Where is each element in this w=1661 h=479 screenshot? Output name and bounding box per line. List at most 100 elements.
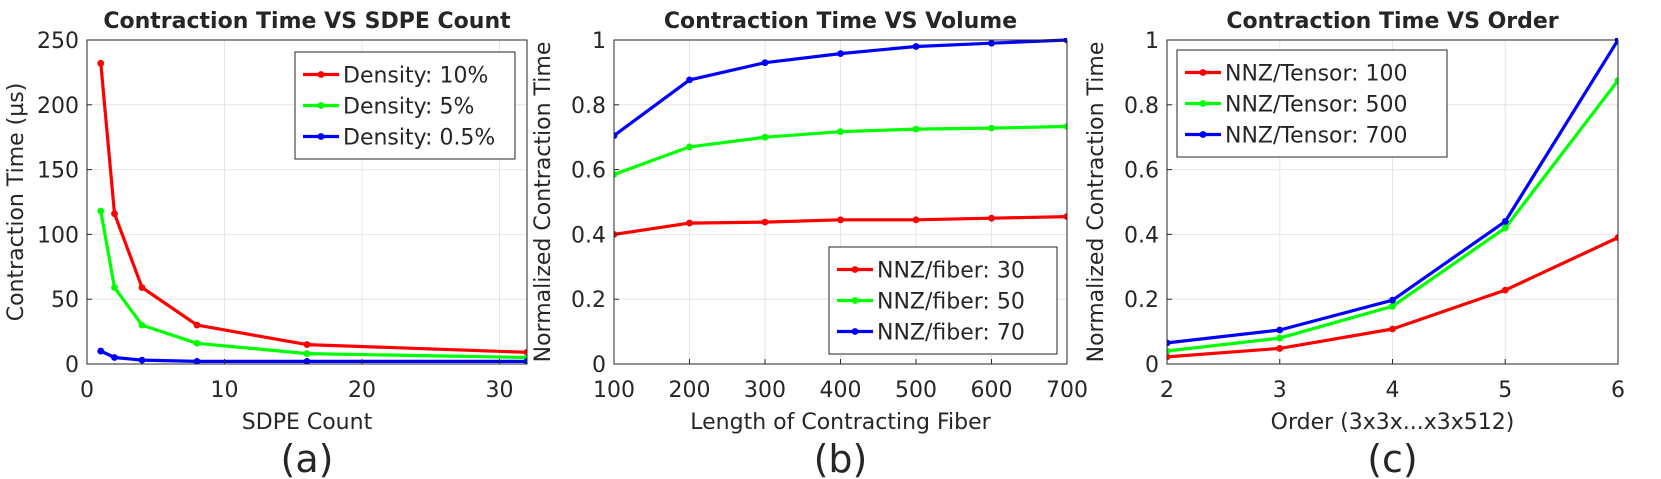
chart-1-title: Contraction Time VS Volume [664, 9, 1017, 34]
chart-2-x-tick-label: 3 [1273, 378, 1287, 403]
chart-0-y-tick-label: 50 [51, 288, 79, 313]
chart-2-x-tick-label: 4 [1386, 378, 1400, 403]
chart-1-legend-marker [851, 297, 859, 304]
chart-0-data-point [193, 321, 201, 329]
chart-0-data-point [193, 358, 201, 364]
chart-1-data-point [988, 39, 995, 47]
chart-0-data-point [111, 354, 118, 361]
chart-0-y-axis-label: Contraction Time (µs) [4, 83, 29, 322]
chart-2-data-point [1614, 77, 1618, 84]
chart-1-x-tick-label: 200 [669, 378, 711, 403]
chart-0-x-tick-label: 10 [211, 378, 239, 403]
chart-0-legend-marker [317, 133, 325, 140]
chart-2-data-point [1276, 345, 1284, 352]
chart-2-data-point [1501, 224, 1509, 232]
chart-0-data-point [111, 284, 118, 291]
chart-2-x-axis-label: Order (3x3x...x3x512) [1271, 410, 1515, 435]
chart-0-data-point [138, 356, 146, 364]
chart-0-x-tick-label: 20 [348, 378, 376, 403]
chart-0-data-point [97, 59, 105, 67]
chart-0-data-point [523, 358, 527, 364]
chart-2-y-tick-label: 0.4 [1124, 223, 1159, 248]
chart-0-data-point [138, 284, 146, 291]
chart-2-data-point [1167, 347, 1171, 355]
chart-1: 100 200 300 400 500 600 700 0 0.2 0.4 0.6 0.8 1 Contr… [531, 9, 1088, 479]
chart-0-legend-label: Density: 5% [343, 95, 474, 120]
chart-0-series-line-0 [99, 63, 527, 354]
chart-0-y-tick-label: 200 [37, 94, 79, 119]
chart-1-legend-label: NNZ/fiber: 70 [877, 321, 1025, 346]
chart-2-legend-marker [1199, 131, 1207, 138]
chart-0-data-point [303, 358, 311, 364]
chart-0-x-axis-label: SDPE Count [242, 410, 373, 435]
chart-1-x-tick-label: 300 [744, 378, 786, 403]
chart-2-y-tick-label: 0.8 [1124, 94, 1159, 119]
chart-2-data-point [1276, 326, 1284, 334]
chart-1-y-tick-label: 0 [592, 353, 606, 378]
chart-1-data-point [837, 128, 844, 136]
chart-0-data-point [97, 347, 105, 355]
chart-0-x-tick-label: 0 [80, 378, 94, 403]
chart-2-y-tick-label: 0.6 [1124, 159, 1159, 184]
chart-1-y-axis-label: Normalized Contraction Time [531, 42, 556, 363]
chart-2-data-point [1614, 38, 1618, 44]
chart-2-y-tick-label: 0 [1145, 353, 1159, 378]
chart-0-data-point [111, 210, 118, 218]
chart-1-data-point [912, 216, 920, 224]
chart-1-x-axis-label: Length of Contracting Fiber [690, 410, 991, 435]
chart-0-title-group: Contraction Time VS SDPE Count [103, 9, 511, 34]
chart-0-y-tick-label: 0 [65, 353, 79, 378]
chart-1-legend-label: NNZ/fiber: 30 [877, 259, 1025, 284]
chart-2-title: Contraction Time VS Order [1226, 9, 1558, 34]
chart-0-series-line-1 [99, 210, 527, 360]
chart-2-data-point [1389, 296, 1396, 304]
chart-0-data-point [303, 350, 311, 358]
chart-1-y-tick-label: 0.4 [571, 223, 606, 248]
chart-1-y-tick-label: 0.6 [571, 159, 606, 184]
chart-1-data-point [761, 59, 769, 67]
chart-0-series-group [97, 59, 527, 364]
chart-2-x-tick-label: 6 [1611, 378, 1625, 403]
chart-0-data-point [97, 207, 105, 215]
chart-2-y-tick-label: 0.2 [1124, 288, 1159, 313]
chart-0-legend-label: Density: 10% [343, 64, 488, 89]
chart-0-legend-marker [317, 102, 325, 109]
chart-2-legend-label: NNZ/Tensor: 500 [1225, 93, 1408, 118]
chart-2-data-point [1501, 286, 1509, 294]
chart-1-data-point [912, 125, 920, 133]
chart-1-data-point [837, 216, 844, 224]
chart-2-data-point [1614, 234, 1618, 242]
chart-1-x-tick-label: 100 [593, 378, 635, 403]
chart-0-title: Contraction Time VS SDPE Count [103, 9, 511, 34]
chart-2-x-tick-label: 2 [1160, 378, 1174, 403]
chart-1-data-point [614, 132, 618, 139]
chart-0: 0 10 20 30 0 50 100 150 200 250 Contraction Time V… [4, 9, 528, 479]
chart-1-legend-label: NNZ/fiber: 50 [877, 290, 1025, 315]
chart-2-data-point [1167, 353, 1171, 361]
chart-1-legend-marker [851, 266, 859, 273]
chart-2-y-tick-label: 1 [1145, 29, 1159, 54]
chart-2-data-point [1276, 334, 1284, 342]
chart-0-axes-box [86, 39, 528, 365]
chart-2-series-group [1167, 38, 1618, 361]
chart-1-y-tick-label: 1 [592, 29, 606, 54]
chart-1-legend: NNZ/fiber: 30 NNZ/fiber: 50 NNZ/fiber: 70 [828, 246, 1058, 355]
chart-2-legend-box [1176, 49, 1448, 158]
chart-0-caption: (a) [281, 437, 334, 479]
chart-1-legend-marker [851, 328, 859, 335]
chart-1-data-point [686, 219, 693, 227]
chart-1-y-tick-label: 0.2 [571, 288, 606, 313]
chart-1-data-point [1063, 123, 1067, 130]
chart-2-x-tick-label: 5 [1498, 378, 1512, 403]
chart-2-legend-marker [1199, 100, 1207, 107]
chart-0-data-point [193, 339, 201, 347]
chart-1-x-tick-label: 600 [971, 378, 1013, 403]
chart-1-data-point [686, 76, 693, 84]
chart-0-y-tick-label: 150 [37, 159, 79, 184]
chart-2-y-axis-label: Normalized Contraction Time [1084, 42, 1109, 363]
chart-1-data-point [912, 43, 920, 50]
chart-2-data-point [1389, 325, 1396, 333]
chart-1-y-tick-label: 0.8 [571, 94, 606, 119]
chart-2-legend-label: NNZ/Tensor: 100 [1225, 62, 1408, 87]
